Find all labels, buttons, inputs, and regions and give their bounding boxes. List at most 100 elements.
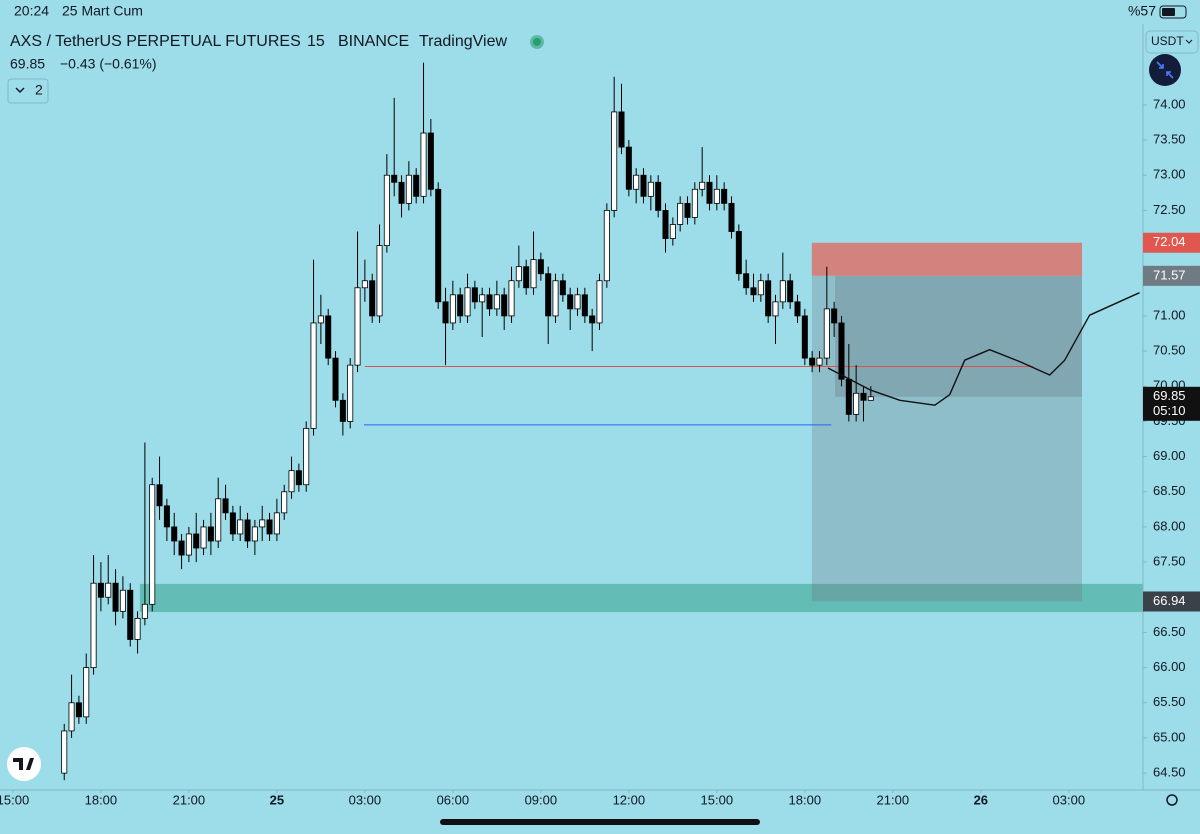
price-label-box [1143,265,1200,286]
candle-body [105,582,112,598]
status-time: 20:24 [14,3,49,19]
x-tick-label: 03:00 [349,792,382,807]
indicator-toggle[interactable] [7,78,49,104]
price-label: 71.57 [1153,267,1186,282]
candle-body [545,273,552,317]
candle-body [794,301,801,317]
currency-select[interactable] [1145,30,1199,54]
candle-body [295,470,302,486]
x-tick-label: 26 [974,792,988,807]
candle-body [127,589,134,640]
candle-body [376,245,383,317]
candle-body [347,364,354,422]
candle-body [413,174,420,197]
status-date: 25 Mart Cum [62,3,143,19]
candle-body [156,484,163,507]
candle-body [442,301,449,324]
candle-body [779,280,786,303]
candle-body [325,315,332,359]
candle-body [537,259,544,275]
candle-body [603,210,610,282]
candle-body [757,280,764,296]
candle-body [200,526,207,549]
price-label-box [1143,232,1200,253]
chevron [1185,39,1193,44]
candle-body [310,322,317,429]
candle-body [215,498,222,542]
tv-logo-mark [13,758,34,770]
candle-body [141,603,148,619]
symbol[interactable]: AXS / TetherUS PERPETUAL FUTURES [10,33,301,50]
x-tick-label: 21:00 [173,792,206,807]
candle-body [728,202,735,232]
price-label-box [1143,591,1200,612]
candle-body [185,533,192,556]
candle-body [427,132,434,190]
zone [811,242,1082,276]
auto-scale-button[interactable] [1149,54,1181,86]
candle-body [361,280,368,289]
candle-body [552,280,559,317]
candle-body [809,357,816,366]
candle-body [735,231,742,275]
candle-body [83,667,90,718]
candle-body [581,294,588,317]
candle-body [765,280,772,317]
candle-body [684,202,691,218]
candle-body [640,174,647,197]
candle-body [633,174,640,190]
y-tick-label: 65.00 [1153,729,1186,744]
settings-icon[interactable] [1166,794,1178,806]
candle-body [501,294,508,317]
candle-body [207,526,214,542]
candle-body [171,526,178,542]
price-label: 69.85 [1153,388,1186,403]
candle-body [332,357,339,401]
y-tick-label: 73.00 [1153,167,1186,182]
candle-body [486,294,493,310]
y-tick-label: 72.50 [1153,202,1186,217]
candle-body [259,519,266,528]
candle-body [288,470,295,493]
candle-body [574,294,581,310]
x-tick-label: 09:00 [525,792,558,807]
x-tick-label: 18:00 [789,792,822,807]
price-label: 72.04 [1153,234,1186,249]
currency: USDT [1151,34,1184,48]
candle-body [119,589,126,612]
candle-body [391,174,398,183]
candle-body [867,396,874,401]
candle-body [743,273,750,289]
x-tick-label: 18:00 [85,792,118,807]
candle-body [559,280,566,296]
zone [835,275,1082,397]
candle-body [589,315,596,324]
market-status-dot [533,38,541,46]
candle-body [677,202,684,225]
candle-body [244,519,251,542]
price-label-box [1143,386,1200,421]
x-tick-label: 06:00 [437,792,470,807]
candle-body [383,174,390,246]
candle-body [801,315,808,359]
projection-curve [827,292,1140,406]
x-tick-label: 15:00 [0,792,29,807]
candle-body [750,287,757,296]
candle-body [61,730,68,774]
candle-body [567,294,574,310]
candle-body [457,294,464,317]
candle-body [281,491,288,514]
interval[interactable]: 15 [307,33,325,50]
candle-body [618,111,625,148]
y-tick-label: 66.50 [1153,624,1186,639]
exchange: BINANCE [338,33,409,50]
candle-body [464,287,471,317]
candle-body [97,582,104,598]
tv-logo[interactable] [7,747,41,781]
candle-body [354,287,361,366]
candle-body [369,280,376,317]
status-battery: %57 [1128,3,1156,19]
candle-body [193,533,200,549]
candle-body [229,512,236,535]
